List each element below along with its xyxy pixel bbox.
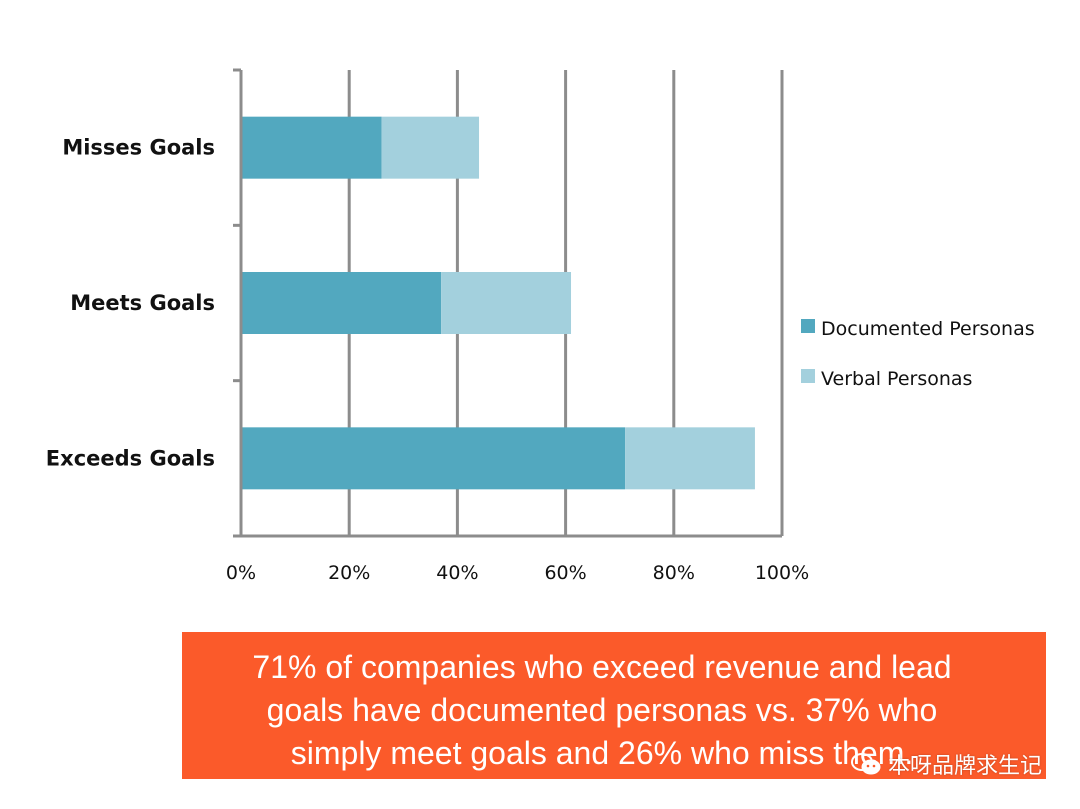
bar-exceeds-goals-series-2: [625, 427, 755, 490]
watermark-text: 本呀品牌求生记: [887, 754, 1042, 779]
legend-label-1: Documented Personas: [821, 318, 1035, 340]
axis-labels: 0% 20% 40% 60% 80% 100% Misses Goals Meets Goal…: [46, 136, 809, 584]
bar-chart: 0% 20% 40% 60% 80% 100% Misses Goals Meets Goal…: [46, 68, 1035, 584]
category-label-misses-goals: Misses Goals: [62, 136, 215, 160]
category-label-meets-goals: Meets Goals: [70, 291, 215, 315]
legend-swatch-2: [801, 369, 815, 383]
x-tick-label-5: 100%: [755, 562, 809, 584]
legend-label-2: Verbal Personas: [821, 368, 972, 390]
bar-meets-goals-series-1: [241, 272, 442, 334]
x-tick-label-1: 20%: [328, 562, 370, 584]
summary-line-2: goals have documented personas vs. 37% w…: [266, 692, 938, 728]
axes: [233, 68, 782, 538]
x-tick-label-4: 80%: [653, 562, 695, 584]
bar-misses-goals-series-2: [381, 116, 480, 179]
legend-swatch-1: [801, 319, 815, 333]
bar-misses-goals-series-1: [241, 116, 382, 179]
category-label-exceeds-goals: Exceeds Goals: [46, 446, 215, 470]
bars: [241, 116, 755, 490]
summary-line-3: simply meet goals and 26% who miss them.: [290, 735, 914, 771]
x-tick-label-2: 40%: [436, 562, 478, 584]
bar-meets-goals-series-2: [441, 272, 572, 334]
x-tick-label-0: 0%: [226, 562, 256, 584]
summary-banner: 71% of companies who exceed revenue and …: [182, 632, 1046, 779]
x-tick-label-3: 60%: [544, 562, 586, 584]
bar-exceeds-goals-series-1: [241, 427, 626, 490]
summary-line-1: 71% of companies who exceed revenue and …: [252, 649, 952, 685]
watermark: 本呀品牌求生记: [850, 748, 1042, 780]
wechat-icon: [850, 753, 881, 775]
summary-text: 71% of companies who exceed revenue and …: [182, 646, 1022, 775]
legend: Documented Personas Verbal Personas: [801, 318, 1035, 390]
